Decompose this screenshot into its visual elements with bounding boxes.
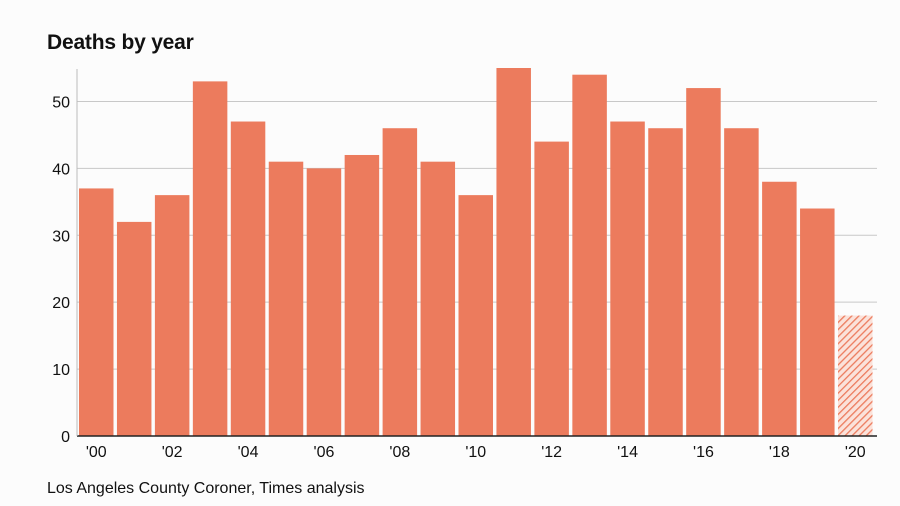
y-tick-label: 0 xyxy=(61,429,70,446)
y-tick-label: 20 xyxy=(52,295,70,312)
bar-2018 xyxy=(762,181,797,436)
y-tick-label: 50 xyxy=(52,94,70,111)
bar-2006 xyxy=(306,168,342,436)
bar-2014 xyxy=(610,121,645,436)
x-tick-label: '00 xyxy=(86,444,107,461)
bar-2004 xyxy=(230,121,266,436)
x-tick-label: '12 xyxy=(541,444,562,461)
bar-2002 xyxy=(154,195,190,436)
axes: 0 10 20 30 40 50 '00 '02 '04 '06 '08 '10 '12 '14 '16 '1… xyxy=(52,69,877,461)
bar-2020 xyxy=(838,315,873,436)
bar-2011 xyxy=(496,68,531,436)
y-tick-label: 30 xyxy=(52,228,70,245)
bar-2009 xyxy=(420,161,456,436)
bar-2008 xyxy=(382,128,418,436)
x-tick-label: '10 xyxy=(465,444,486,461)
bars xyxy=(79,68,873,436)
bar-2000 xyxy=(79,188,114,436)
x-tick-label: '04 xyxy=(238,444,259,461)
bar-2010 xyxy=(458,195,493,436)
x-tick-label: '02 xyxy=(162,444,183,461)
x-tick-label: '18 xyxy=(769,444,790,461)
y-tick-label: 10 xyxy=(52,362,70,379)
x-tick-label: '20 xyxy=(845,444,866,461)
x-tick-label: '06 xyxy=(314,444,335,461)
bar-2007 xyxy=(344,154,380,436)
bar-2013 xyxy=(572,74,607,436)
bar-2001 xyxy=(116,221,152,436)
bar-2015 xyxy=(648,128,683,436)
source-note: Los Angeles County Coroner, Times analys… xyxy=(47,480,365,497)
bar-2019 xyxy=(800,208,835,436)
x-tick-label: '08 xyxy=(389,444,410,461)
bar-2003 xyxy=(192,81,228,436)
x-tick-label: '14 xyxy=(617,444,638,461)
bar-2016 xyxy=(686,88,721,436)
bar-2012 xyxy=(534,141,569,436)
bar-2005 xyxy=(268,161,304,436)
bar-2017 xyxy=(724,128,759,436)
chart-title: Deaths by year xyxy=(47,31,194,54)
x-tick-label: '16 xyxy=(693,444,714,461)
y-tick-label: 40 xyxy=(52,161,70,178)
